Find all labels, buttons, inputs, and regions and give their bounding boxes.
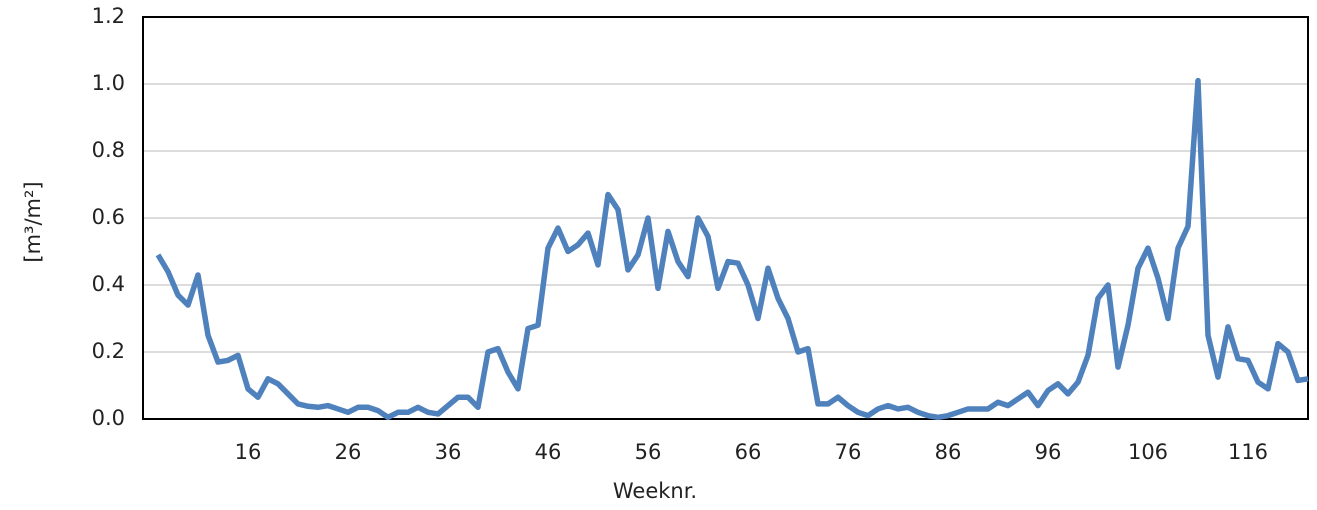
y-axis-label: [m³/m²] [21,181,45,262]
x-tick-label: 96 [1035,440,1062,464]
x-tick-label: 66 [735,440,762,464]
x-tick-label: 86 [935,440,962,464]
data-line [155,77,1309,421]
plot-frame [142,16,1309,420]
x-tick-label: 26 [335,440,362,464]
x-tick-label: 36 [435,440,462,464]
x-tick-label: 76 [835,440,862,464]
y-tick-label: 0.0 [92,406,125,430]
y-tick-label: 0.8 [92,138,125,162]
y-tick-label: 0.4 [92,272,125,296]
y-tick-label: 1.0 [92,71,125,95]
x-axis-label: Weeknr. [613,479,697,503]
x-tick-label: 16 [235,440,262,464]
y-tick-label: 0.2 [92,339,125,363]
x-tick-label: 46 [535,440,562,464]
x-tick-label: 116 [1228,440,1268,464]
x-tick-label: 106 [1128,440,1168,464]
y-tick-label: 0.6 [92,205,125,229]
x-tick-label: 56 [635,440,662,464]
y-tick-label: 1.2 [92,4,125,28]
